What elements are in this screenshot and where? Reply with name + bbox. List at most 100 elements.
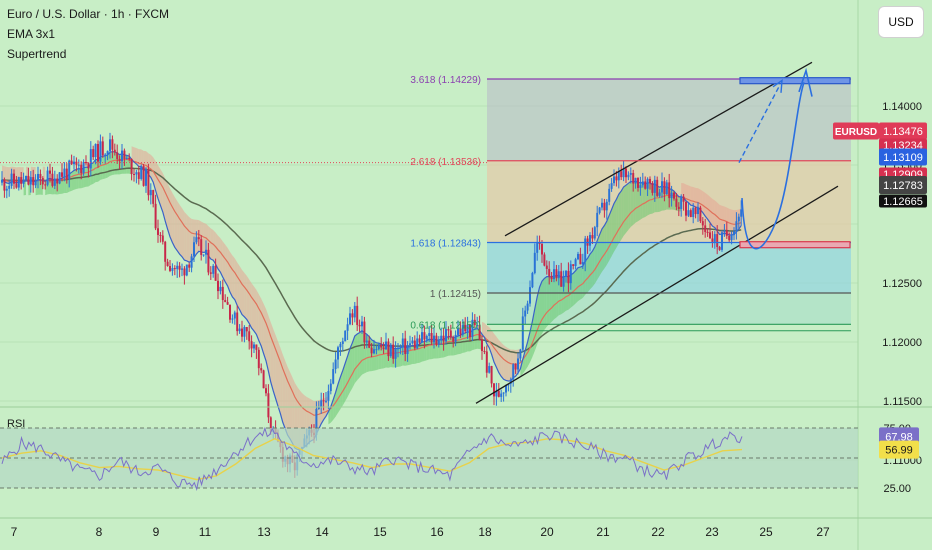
supertrend-segment	[342, 363, 346, 406]
candle-body	[238, 328, 241, 332]
candle-body	[519, 349, 522, 359]
supertrend-segment	[177, 200, 180, 255]
ema-indicator-label[interactable]: EMA 3x1	[7, 27, 56, 41]
candle-body	[459, 328, 462, 335]
candle-body	[82, 161, 85, 174]
candle-body	[538, 242, 541, 244]
candle-body	[701, 221, 704, 226]
supertrend-segment	[234, 258, 238, 306]
candle-body	[351, 313, 354, 318]
candle-body	[221, 286, 224, 301]
candle-body	[375, 349, 378, 351]
candle-body	[188, 264, 191, 268]
candle-body	[248, 331, 251, 342]
rsi-value-label: 67.98	[885, 431, 913, 443]
candle-body	[236, 312, 239, 332]
supertrend-segment	[179, 204, 182, 257]
supertrend-segment	[354, 334, 358, 384]
candle-body	[99, 141, 102, 162]
supertrend-segment	[215, 232, 218, 269]
candle-body	[543, 254, 546, 266]
supertrend-segment	[38, 179, 41, 195]
candle-body	[56, 178, 59, 184]
supertrend-segment	[4, 166, 7, 183]
supertrend-segment	[635, 181, 638, 223]
supertrend-segment	[273, 328, 276, 399]
rsi-value-tag	[879, 440, 919, 459]
candle-body	[233, 312, 236, 319]
candle-body	[205, 249, 207, 255]
supertrend-segment	[218, 235, 221, 273]
candle-body	[49, 170, 51, 174]
supertrend-segment	[93, 159, 96, 184]
candle-body	[212, 265, 215, 274]
supertrend-segment	[544, 276, 547, 330]
fibonacci-labels: 3.618 (1.14229) 2.618 (1.13536) 1.618 (1.1…	[0, 75, 851, 331]
candle-body	[658, 192, 661, 196]
supertrend-segment	[578, 267, 581, 302]
candle-body	[73, 161, 75, 165]
candle-body	[442, 335, 445, 342]
price-tick-label: 1.12500	[882, 278, 922, 290]
candle-body	[44, 184, 47, 186]
candle-body	[68, 160, 71, 180]
candle-body	[10, 173, 13, 186]
supertrend-segment	[606, 215, 610, 265]
supertrend-segment	[249, 279, 252, 328]
supertrend-segment	[582, 261, 586, 298]
candle-body	[368, 340, 371, 348]
supertrend-indicator-label[interactable]: Supertrend	[7, 47, 67, 61]
supertrend-segment	[345, 356, 348, 402]
currency-button[interactable]: USD	[878, 6, 924, 38]
candle-body	[77, 164, 80, 166]
fib-level-label: 2.618 (1.13536)	[410, 157, 481, 168]
projection-arrowhead	[772, 78, 783, 93]
candle-body	[485, 351, 488, 373]
supertrend-segment	[546, 276, 550, 327]
candle-body	[176, 265, 179, 270]
candle-body	[125, 157, 128, 159]
supertrend-segment	[62, 176, 65, 194]
candle-body	[663, 181, 666, 195]
candle-body	[449, 330, 452, 338]
supertrend-segment	[225, 244, 228, 286]
supertrend-segment	[482, 321, 485, 338]
supertrend-segment	[642, 182, 646, 219]
supertrend-segment	[359, 330, 362, 378]
supertrend-segment	[618, 191, 622, 244]
candle-body	[740, 209, 743, 217]
candle-body	[505, 385, 507, 393]
supertrend-segment	[731, 209, 734, 236]
candle-body	[137, 172, 140, 179]
supertrend-segment	[23, 180, 26, 196]
supertrend-segment	[261, 298, 264, 354]
candle-body	[721, 232, 723, 250]
supertrend-segment	[378, 343, 382, 370]
supertrend-segment	[350, 342, 353, 393]
candle-body	[689, 210, 692, 217]
candle-body	[591, 235, 594, 239]
supertrend-segment	[508, 348, 511, 382]
candle-body	[70, 160, 73, 165]
candle-body	[483, 350, 486, 352]
candle-body	[173, 268, 176, 270]
candle-body	[596, 212, 599, 228]
candle-body	[461, 325, 464, 335]
supertrend-segment	[633, 181, 636, 225]
supertrend-segment	[275, 335, 278, 407]
candle-body	[224, 300, 227, 303]
candle-body	[605, 201, 608, 211]
candle-body	[255, 344, 258, 350]
supertrend-segment	[338, 376, 341, 413]
time-axis: 7 8 9 11 13 14 15 16 18 20 21 22 23 25 27	[0, 517, 932, 539]
candle-body	[545, 265, 548, 269]
supertrend-segment	[74, 169, 77, 190]
supertrend-segment	[705, 192, 708, 220]
supertrend-segment	[64, 176, 67, 194]
candle-body	[404, 338, 407, 354]
candle-body	[13, 173, 15, 184]
channel-lower-line	[475, 185, 839, 404]
candle-body	[183, 268, 186, 276]
candle-body	[253, 344, 255, 349]
candle-body	[109, 139, 111, 152]
